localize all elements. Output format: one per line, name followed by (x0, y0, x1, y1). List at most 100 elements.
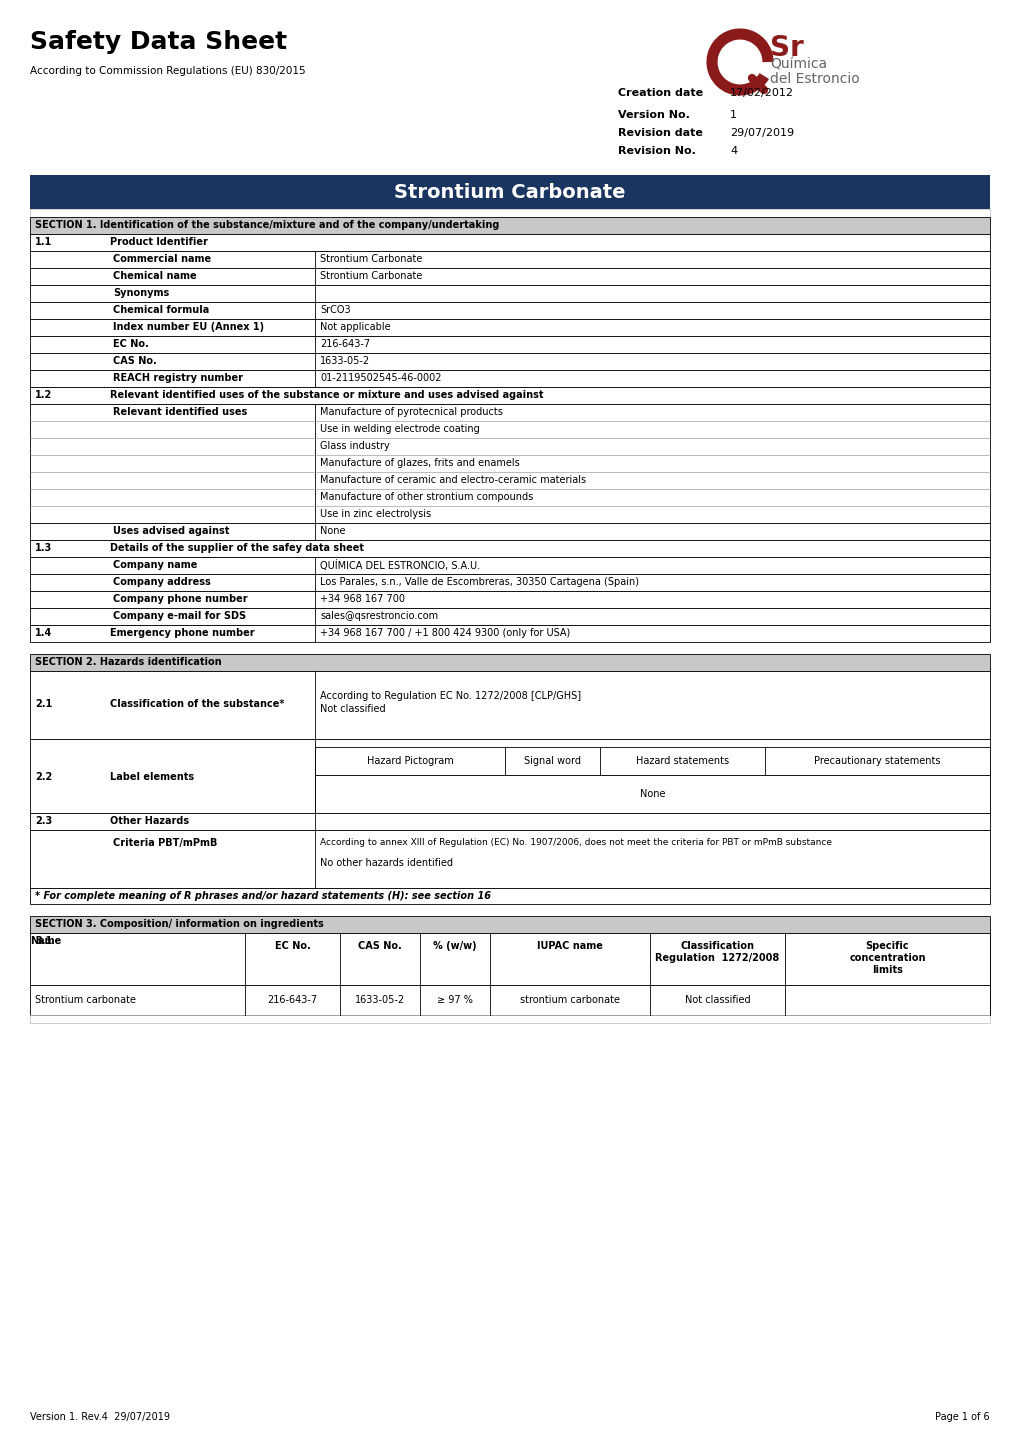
Text: Emergency phone number: Emergency phone number (110, 629, 255, 637)
Text: SECTION 3. Composition/ information on ingredients: SECTION 3. Composition/ information on i… (35, 919, 323, 929)
Text: Page 1 of 6: Page 1 of 6 (934, 1412, 989, 1422)
Text: Company address: Company address (113, 577, 211, 587)
Text: 29/07/2019: 29/07/2019 (730, 128, 794, 138)
Bar (315, 774, 989, 813)
Text: Commercial name: Commercial name (113, 254, 211, 264)
Bar (30, 738, 989, 813)
Text: SECTION 1. Identification of the substance/mixture and of the company/undertakin: SECTION 1. Identification of the substan… (35, 221, 499, 231)
Text: 1.4: 1.4 (35, 629, 52, 637)
Text: Not classified: Not classified (684, 995, 750, 1005)
Text: Classification of the substance*: Classification of the substance* (110, 699, 284, 709)
Bar (30, 174, 989, 209)
Bar (30, 301, 989, 319)
Text: Manufacture of other strontium compounds: Manufacture of other strontium compounds (320, 492, 533, 502)
Text: * For complete meaning of R phrases and/or hazard statements (H): see section 16: * For complete meaning of R phrases and/… (35, 891, 490, 901)
Text: None: None (320, 526, 345, 536)
Text: Uses advised against: Uses advised against (113, 526, 229, 536)
Text: Company e-mail for SDS: Company e-mail for SDS (113, 611, 246, 622)
Text: Hazard statements: Hazard statements (635, 756, 729, 766)
Text: Hazard Pictogram: Hazard Pictogram (366, 756, 452, 766)
Text: +34 968 167 700 / +1 800 424 9300 (only for USA): +34 968 167 700 / +1 800 424 9300 (only … (320, 629, 570, 637)
Text: According to annex XIII of Regulation (EC) No. 1907/2006, does not meet the crit: According to annex XIII of Regulation (E… (320, 838, 832, 846)
Text: None: None (639, 789, 664, 799)
Text: Precautionary statements: Precautionary statements (813, 756, 940, 766)
Text: 01-2119502545-46-0002: 01-2119502545-46-0002 (320, 373, 441, 384)
Text: 2.2: 2.2 (35, 771, 52, 782)
Text: IUPAC name: IUPAC name (537, 942, 602, 952)
Bar (30, 371, 989, 386)
Text: CAS No.: CAS No. (358, 942, 401, 952)
Text: Los Parales, s.n., Valle de Escombreras, 30350 Cartagena (Spain): Los Parales, s.n., Valle de Escombreras,… (320, 577, 638, 587)
Bar (30, 985, 989, 1015)
Text: Version 1. Rev.4  29/07/2019: Version 1. Rev.4 29/07/2019 (30, 1412, 170, 1422)
Text: Regulation  1272/2008: Regulation 1272/2008 (655, 953, 779, 963)
Text: Company name: Company name (113, 559, 198, 570)
Text: Revision No.: Revision No. (618, 146, 695, 156)
Text: 2.1: 2.1 (35, 699, 52, 709)
Bar (30, 268, 989, 286)
Text: +34 968 167 700: +34 968 167 700 (320, 594, 405, 604)
Text: SECTION 2. Hazards identification: SECTION 2. Hazards identification (35, 658, 221, 668)
Bar (30, 353, 989, 371)
Text: Synonyms: Synonyms (113, 288, 169, 298)
Bar (30, 574, 989, 591)
Text: No other hazards identified: No other hazards identified (320, 858, 452, 868)
Text: Other Hazards: Other Hazards (110, 816, 189, 826)
Text: Manufacture of glazes, frits and enamels: Manufacture of glazes, frits and enamels (320, 459, 520, 469)
Text: limits: limits (871, 965, 902, 975)
Text: Strontium Carbonate: Strontium Carbonate (320, 271, 422, 281)
Bar (30, 831, 989, 888)
Bar (30, 251, 989, 268)
Text: EC No.: EC No. (113, 339, 149, 349)
Text: Name: Name (30, 936, 61, 946)
Text: According to Regulation EC No. 1272/2008 [CLP/GHS]: According to Regulation EC No. 1272/2008… (320, 691, 581, 701)
Text: 216-643-7: 216-643-7 (267, 995, 317, 1005)
Bar (30, 234, 989, 251)
Bar (315, 747, 989, 774)
Bar (30, 319, 989, 336)
Bar (30, 624, 989, 642)
Text: QUÍMICA DEL ESTRONCIO, S.A.U.: QUÍMICA DEL ESTRONCIO, S.A.U. (320, 559, 480, 571)
Text: CAS No.: CAS No. (113, 356, 157, 366)
Text: Version No.: Version No. (618, 110, 689, 120)
Text: concentration: concentration (849, 953, 925, 963)
Text: 1.1: 1.1 (35, 236, 52, 247)
Bar (30, 591, 989, 609)
Text: Company phone number: Company phone number (113, 594, 248, 604)
Text: Chemical name: Chemical name (113, 271, 197, 281)
Bar (30, 386, 989, 404)
Text: Relevant identified uses of the substance or mixture and uses advised against: Relevant identified uses of the substanc… (110, 389, 543, 399)
Text: Product Identifier: Product Identifier (110, 236, 208, 247)
Text: Specific: Specific (865, 942, 908, 952)
Text: 4: 4 (730, 146, 737, 156)
Bar (30, 209, 989, 216)
Bar (30, 539, 989, 557)
Text: Label elements: Label elements (110, 771, 194, 782)
Text: SrCO3: SrCO3 (320, 306, 351, 314)
Text: 216-643-7: 216-643-7 (320, 339, 370, 349)
Text: Relevant identified uses: Relevant identified uses (113, 407, 247, 417)
Text: Revision date: Revision date (618, 128, 702, 138)
Text: ≥ 97 %: ≥ 97 % (436, 995, 473, 1005)
Bar (30, 888, 989, 904)
Text: Classification: Classification (680, 942, 754, 952)
Text: 1633-05-2: 1633-05-2 (355, 995, 405, 1005)
Bar (30, 523, 989, 539)
Text: According to Commission Regulations (EU) 830/2015: According to Commission Regulations (EU)… (30, 66, 306, 76)
Text: sales@qsrestroncio.com: sales@qsrestroncio.com (320, 611, 438, 622)
Text: Not classified: Not classified (320, 704, 385, 714)
Text: 1: 1 (730, 110, 737, 120)
Bar (30, 933, 989, 985)
Bar (30, 286, 989, 301)
Bar (30, 609, 989, 624)
Text: Chemical formula: Chemical formula (113, 306, 209, 314)
Text: 1.2: 1.2 (35, 389, 52, 399)
Text: Index number EU (Annex 1): Index number EU (Annex 1) (113, 322, 264, 332)
Text: Signal word: Signal word (524, 756, 581, 766)
Text: strontium carbonate: strontium carbonate (520, 995, 620, 1005)
Bar (30, 671, 989, 738)
Text: Strontium carbonate: Strontium carbonate (35, 995, 136, 1005)
Bar (30, 557, 989, 574)
Bar (30, 404, 989, 523)
Text: Creation date: Creation date (618, 88, 702, 98)
